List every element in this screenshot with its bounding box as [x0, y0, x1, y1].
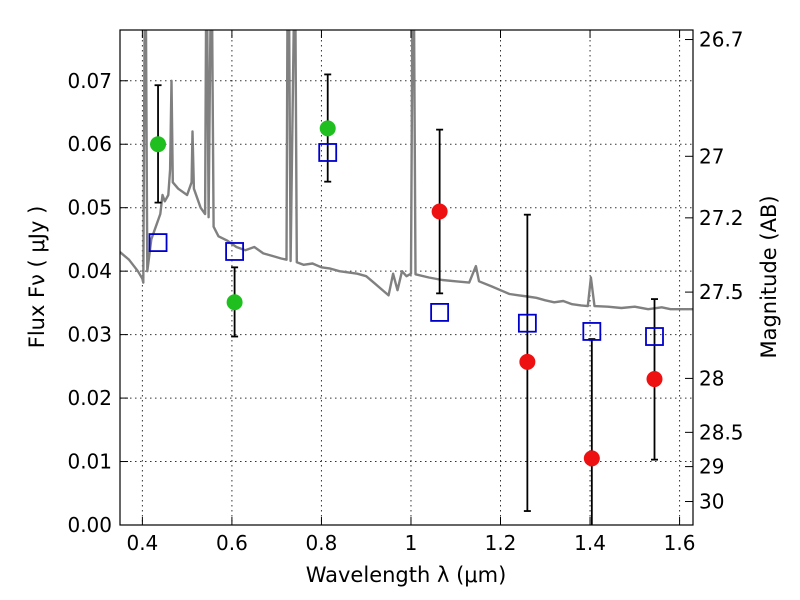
data-point-blue-square — [318, 143, 338, 162]
right-tick-label: 27.5 — [699, 280, 744, 304]
x-axis-ticks: 0.4 0.6 0.8 1 1.2 1.4 1.6 — [126, 30, 695, 555]
x-tick-label: 1 — [405, 531, 418, 555]
data-point-red — [431, 203, 448, 220]
y-tick-label: 0.02 — [67, 386, 112, 410]
right-tick-label: 28 — [699, 366, 724, 390]
data-point-red — [646, 371, 663, 388]
y-tick-label: 0.04 — [67, 259, 112, 283]
data-point-blue-square — [582, 322, 602, 341]
data-point-green — [319, 120, 336, 137]
x-tick-label: 0.8 — [306, 531, 338, 555]
y-tick-label: 0.05 — [67, 196, 112, 220]
model-spectrum-line — [120, 30, 693, 311]
y-tick-label: 0.00 — [67, 513, 112, 537]
grid — [120, 30, 693, 526]
data-markers — [148, 120, 664, 467]
data-point-red — [519, 353, 536, 370]
data-point-green — [226, 294, 243, 311]
right-tick-label: 27 — [699, 144, 724, 168]
data-point-green — [150, 136, 167, 153]
data-point-blue-square — [148, 233, 168, 252]
right-tick-label: 28.5 — [699, 420, 744, 444]
y-tick-label: 0.06 — [67, 132, 112, 156]
x-tick-label: 1.4 — [574, 531, 606, 555]
x-tick-label: 1.2 — [485, 531, 517, 555]
model-spectrum — [120, 30, 693, 311]
y-axis-title: Flux Fν ( μJy ) — [25, 206, 49, 349]
x-tick-label: 0.4 — [126, 531, 158, 555]
plot-frame — [119, 29, 694, 526]
y-tick-label: 0.07 — [67, 69, 112, 93]
data-point-blue-square — [517, 313, 537, 333]
right-tick-label: 27.2 — [699, 206, 744, 230]
data-point-blue-square — [645, 327, 664, 346]
right-tick-label: 26.7 — [699, 28, 744, 52]
right-axis-title: Magnitude (AB) — [757, 195, 781, 358]
x-tick-label: 1.6 — [664, 531, 696, 555]
y-tick-label: 0.01 — [67, 450, 112, 474]
y-tick-label: 0.03 — [67, 323, 112, 347]
data-point-red — [583, 450, 600, 467]
x-tick-label: 0.6 — [216, 531, 248, 555]
y-axis-ticks: 0.00 0.01 0.02 0.03 0.04 0.05 0.06 0.07 — [67, 69, 128, 537]
right-tick-label: 29 — [699, 455, 724, 479]
data-point-blue-square — [430, 303, 450, 322]
right-axis-ticks: 26.7 27 27.2 27.5 28 28.5 29 30 — [685, 28, 744, 514]
x-axis-title: Wavelength λ (μm) — [306, 563, 507, 587]
data-point-blue-square — [225, 242, 245, 261]
right-tick-label: 30 — [699, 490, 724, 514]
